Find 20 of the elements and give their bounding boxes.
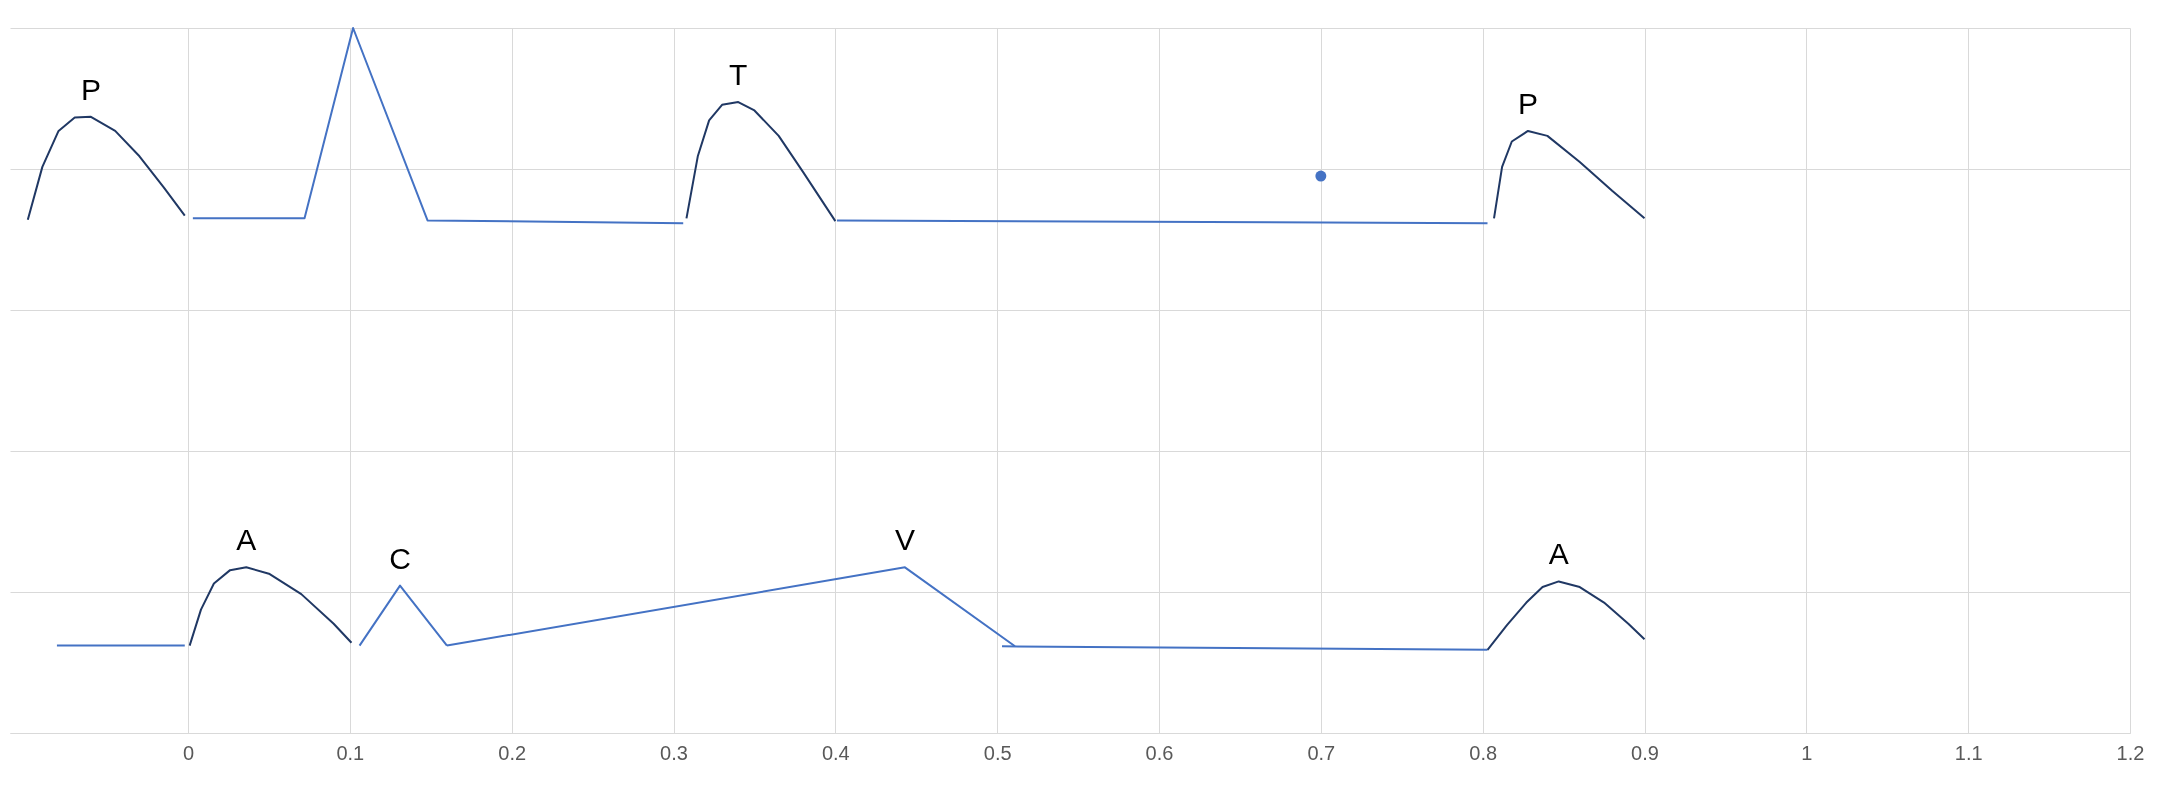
series-label: P: [1517, 86, 1538, 120]
x-tick-label: 0.4: [821, 741, 850, 764]
x-tick-label: 0.8: [1469, 741, 1498, 764]
x-tick-label: 0.3: [660, 741, 688, 764]
series-label: A: [236, 523, 257, 557]
x-tick-label: 1.2: [2116, 741, 2145, 764]
series-label: V: [894, 523, 915, 557]
series-label: T: [729, 58, 748, 92]
x-tick-label: 0.1: [336, 741, 365, 764]
x-tick-label: 0.2: [498, 741, 527, 764]
series-label: P: [80, 72, 101, 106]
series-label: A: [1548, 537, 1569, 571]
x-tick-label: 0.9: [1631, 741, 1659, 764]
x-tick-label: 0.5: [983, 741, 1012, 764]
x-tick-label: 1: [1801, 741, 1813, 764]
x-tick-label: 1.1: [1954, 741, 1983, 764]
x-tick-label: 0.6: [1145, 741, 1174, 764]
series-label: C: [389, 541, 411, 575]
x-tick-label: 0.7: [1307, 741, 1336, 764]
x-tick-label: 0: [182, 741, 195, 764]
